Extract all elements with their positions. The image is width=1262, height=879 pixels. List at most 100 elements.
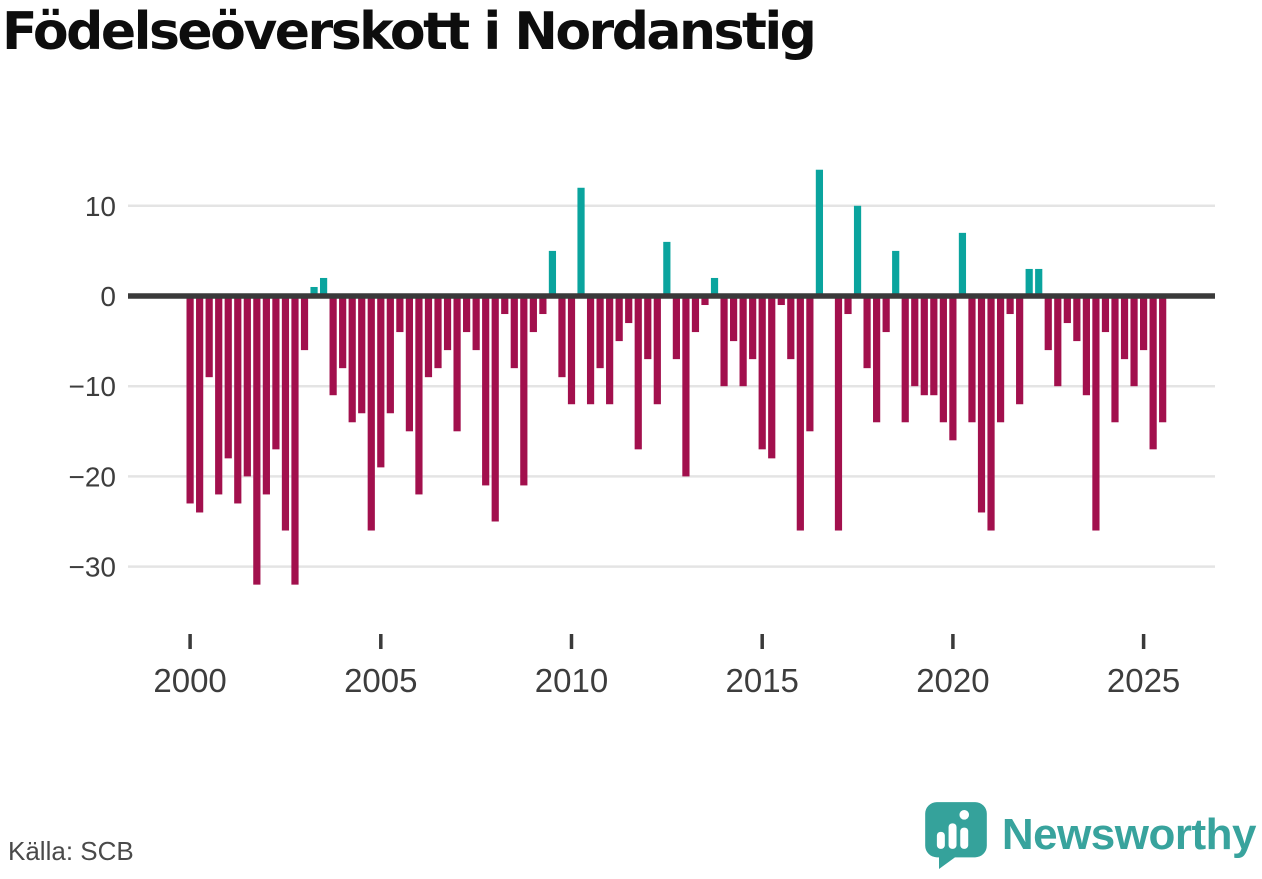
bar-2005Q1	[377, 296, 385, 468]
bar-2023Q2	[1073, 296, 1081, 342]
bar-2008Q2	[501, 296, 509, 315]
bar-2018Q2	[882, 296, 890, 333]
bar-2005Q2	[386, 296, 394, 414]
bar-2000Q3	[205, 296, 213, 378]
bar-2001Q2	[234, 296, 242, 504]
bar-2010Q3	[586, 296, 595, 405]
bar-2025Q3	[1159, 296, 1167, 423]
bar-2015Q3	[777, 296, 785, 306]
bar-2021Q4	[1016, 296, 1024, 405]
bar-2024Q3	[1120, 296, 1129, 360]
bar-2018Q1	[873, 296, 881, 423]
bar-2012Q4	[672, 296, 680, 360]
bar-2003Q4	[329, 296, 337, 396]
bar-2021Q2	[996, 296, 1005, 423]
bar-2000Q4	[215, 296, 223, 495]
newsworthy-logo: Newsworthy	[924, 801, 1257, 869]
bar-2017Q3	[853, 205, 862, 296]
bar-2024Q1	[1101, 296, 1110, 333]
bar-2011Q2	[615, 296, 623, 342]
bar-2011Q4	[634, 296, 642, 450]
bar-2020Q1	[949, 296, 957, 441]
bar-2000Q1	[186, 296, 194, 504]
x-axis-label-2000: 2000	[153, 662, 226, 699]
bar-2013Q3	[701, 296, 709, 306]
bar-2016Q3	[815, 169, 824, 296]
bar-2019Q2	[920, 296, 928, 396]
bar-2008Q3	[510, 296, 518, 369]
bar-2007Q3	[472, 296, 480, 351]
bar-2014Q2	[729, 296, 738, 342]
bar-2022Q1	[1025, 268, 1033, 296]
bar-2022Q3	[1044, 296, 1052, 351]
bar-2014Q1	[720, 296, 728, 387]
bar-2023Q3	[1082, 296, 1090, 396]
bar-2022Q4	[1054, 296, 1062, 387]
bar-2005Q3	[396, 296, 404, 333]
bar-2001Q1	[224, 296, 232, 459]
bar-2009Q2	[539, 296, 547, 315]
bar-2017Q1	[834, 296, 843, 531]
bar-2006Q2	[424, 296, 433, 378]
bar-2022Q2	[1035, 268, 1043, 296]
bar-2021Q3	[1006, 296, 1014, 315]
x-axis-label-2020: 2020	[916, 662, 989, 699]
bar-2006Q4	[443, 296, 452, 351]
bar-2011Q3	[625, 296, 633, 324]
bar-2019Q1	[911, 296, 919, 387]
bar-2013Q1	[682, 296, 690, 477]
bar-2024Q4	[1130, 296, 1138, 387]
bar-2018Q3	[892, 250, 900, 296]
bar-2020Q4	[977, 296, 986, 513]
bar-2019Q4	[939, 296, 947, 423]
bar-2008Q4	[520, 296, 528, 486]
bar-2010Q4	[596, 296, 604, 369]
bar-2003Q3	[319, 277, 328, 296]
bar-2009Q3	[548, 250, 557, 296]
bar-2015Q1	[758, 296, 766, 450]
newsworthy-logo-text: Newsworthy	[1001, 810, 1257, 859]
bar-2002Q2	[272, 296, 280, 450]
bar-2014Q3	[739, 296, 747, 387]
newsworthy-logo-icon	[925, 802, 987, 869]
source-caption: Källa: SCB	[8, 836, 134, 866]
bar-2019Q3	[930, 296, 938, 396]
bar-2017Q2	[844, 296, 852, 315]
bar-2012Q3	[663, 241, 671, 296]
bar-2025Q1	[1140, 296, 1148, 351]
bar-2009Q4	[558, 296, 566, 378]
bar-2020Q2	[958, 232, 967, 296]
x-axis-label-2005: 2005	[344, 662, 417, 699]
bar-chart: 10 0 −10 −20 −30 2000 2005 2010 2015 2020 2025	[69, 169, 1215, 699]
bar-2017Q4	[863, 296, 871, 369]
bar-2009Q1	[529, 296, 537, 333]
bar-2004Q3	[358, 296, 366, 414]
bar-2016Q1	[796, 296, 804, 531]
bar-2010Q2	[577, 187, 585, 296]
y-axis-label--10: −10	[69, 371, 117, 402]
bar-2002Q1	[262, 296, 270, 495]
bar-2015Q4	[787, 296, 795, 360]
x-axis-label-2010: 2010	[535, 662, 608, 699]
bar-2020Q3	[968, 296, 976, 423]
bar-2012Q2	[653, 296, 661, 405]
bar-2007Q4	[482, 296, 490, 486]
bar-2018Q4	[901, 296, 909, 423]
bar-2024Q2	[1111, 296, 1119, 423]
bar-2025Q2	[1149, 296, 1157, 450]
bar-2016Q2	[806, 296, 814, 432]
y-axis-label-0: 0	[100, 281, 116, 312]
bar-2001Q4	[253, 296, 261, 585]
bar-2014Q4	[749, 296, 757, 360]
y-axis-label--30: −30	[69, 552, 117, 583]
bar-2013Q4	[710, 277, 719, 296]
bar-2013Q2	[691, 296, 700, 333]
bar-2015Q2	[768, 296, 776, 459]
bar-2003Q1	[300, 296, 309, 351]
x-axis-label-2025: 2025	[1107, 662, 1180, 699]
x-axis-label-2015: 2015	[725, 662, 798, 699]
bar-2012Q1	[644, 296, 652, 360]
bar-2006Q3	[434, 296, 442, 369]
bar-2004Q2	[348, 296, 356, 423]
bar-2021Q1	[987, 296, 995, 531]
